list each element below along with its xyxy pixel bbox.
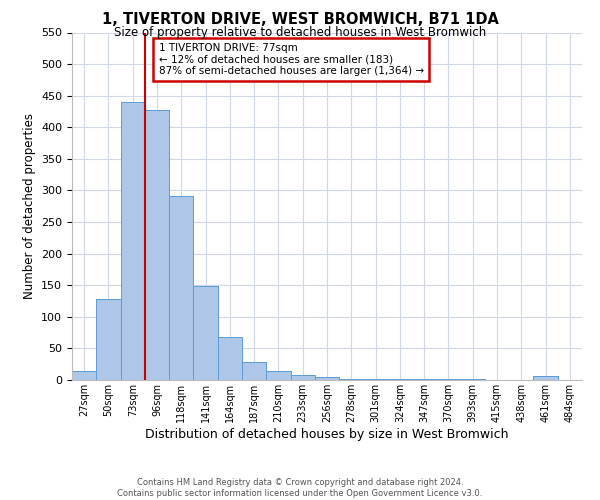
Y-axis label: Number of detached properties: Number of detached properties <box>23 114 35 299</box>
Bar <box>242 362 266 380</box>
X-axis label: Distribution of detached houses by size in West Bromwich: Distribution of detached houses by size … <box>145 428 509 440</box>
Bar <box>339 378 364 380</box>
Bar <box>290 375 315 380</box>
Bar <box>266 371 290 380</box>
Text: 1 TIVERTON DRIVE: 77sqm
← 12% of detached houses are smaller (183)
87% of semi-d: 1 TIVERTON DRIVE: 77sqm ← 12% of detache… <box>158 43 424 76</box>
Bar <box>193 286 218 380</box>
Text: Size of property relative to detached houses in West Bromwich: Size of property relative to detached ho… <box>114 26 486 39</box>
Bar <box>315 377 339 380</box>
Bar <box>169 196 193 380</box>
Bar <box>96 299 121 380</box>
Text: 1, TIVERTON DRIVE, WEST BROMWICH, B71 1DA: 1, TIVERTON DRIVE, WEST BROMWICH, B71 1D… <box>101 12 499 28</box>
Text: Contains HM Land Registry data © Crown copyright and database right 2024.
Contai: Contains HM Land Registry data © Crown c… <box>118 478 482 498</box>
Bar <box>533 376 558 380</box>
Bar <box>72 370 96 380</box>
Bar <box>145 110 169 380</box>
Bar <box>218 337 242 380</box>
Bar <box>121 102 145 380</box>
